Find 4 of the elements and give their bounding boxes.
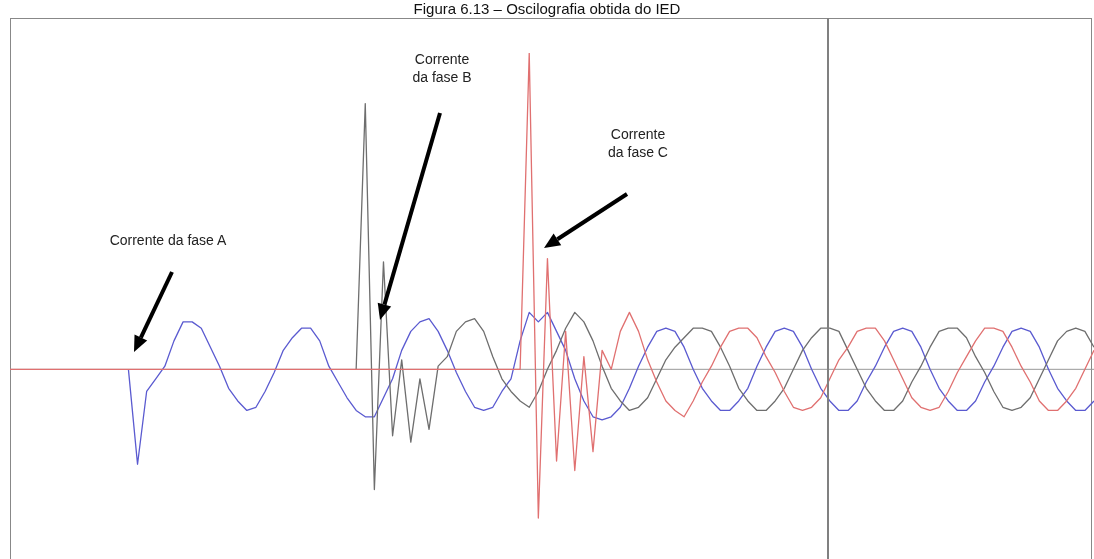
annotation: Corrente da fase A bbox=[109, 232, 228, 248]
annotation: Corrente da fase B bbox=[412, 51, 472, 85]
chart-title: Figura 6.13 – Oscilografia obtida do IED bbox=[412, 0, 682, 17]
annotation: Corrente da fase C bbox=[608, 126, 668, 160]
